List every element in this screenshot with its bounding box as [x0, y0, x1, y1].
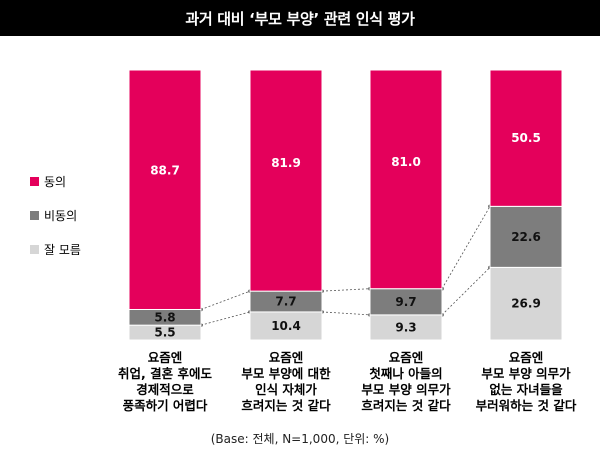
data-label-dont_know: 5.5 — [154, 326, 175, 340]
legend-swatch-disagree — [30, 211, 39, 220]
bar-segment-agree — [128, 69, 202, 310]
data-label-dont_know: 10.4 — [271, 319, 301, 333]
chart-title: 과거 대비 ‘부모 부양’ 관련 인식 평가 — [0, 0, 600, 36]
bar-segment-disagree — [369, 288, 443, 316]
data-label-agree: 81.9 — [271, 156, 301, 170]
legend-label-agree: 동의 — [44, 175, 66, 189]
legend-label-dont_know: 잘 모름 — [44, 243, 81, 257]
data-label-agree: 81.0 — [391, 155, 421, 169]
category-label-line: 요즘엔 — [509, 350, 544, 365]
category-label-line: 부모 부양 의무가 — [361, 382, 451, 397]
bar-segment-dont_know — [249, 311, 323, 341]
bar-segment-agree — [489, 69, 563, 207]
legend-swatch-agree — [30, 177, 39, 186]
category-label-line: 없는 자녀들을 — [489, 382, 563, 397]
connector-lines — [199, 204, 492, 327]
category-label-line: 부모 부양에 대한 — [241, 366, 331, 381]
connector-line — [441, 206, 491, 289]
data-label-disagree: 22.6 — [511, 230, 541, 244]
data-label-dont_know: 26.9 — [511, 297, 541, 311]
bar-segment-disagree — [489, 205, 563, 268]
connector-line — [321, 311, 371, 316]
category-label-line: 취업, 결혼 후에도 — [118, 366, 212, 381]
data-label-disagree: 9.7 — [395, 295, 416, 309]
connector-line — [321, 288, 371, 292]
data-label-dont_know: 9.3 — [395, 320, 416, 334]
bar-group: 5.5 5.8 88.7 10.4 7.7 81.9 9.3 9.7 81.0 26.9 22.6 5… — [128, 69, 563, 341]
category-label-line: 부러워하는 것 같다 — [476, 398, 577, 413]
category-label-line: 흐려지는 것 같다 — [361, 398, 451, 413]
connector-line — [200, 290, 251, 310]
bar-segment-dont_know — [369, 314, 443, 341]
legend-label-disagree: 비동의 — [44, 209, 77, 223]
legend-swatch-dont_know — [30, 245, 39, 254]
footnote: (Base: 전체, N=1,000, 단위: %) — [210, 432, 390, 446]
category-label-line: 첫째나 아들의 — [369, 366, 442, 381]
category-label-line: 인식 자체가 — [255, 382, 317, 397]
category-label-line: 흐려지는 것 같다 — [241, 398, 331, 413]
category-label-line: 요즘엔 — [269, 350, 304, 365]
data-label-disagree: 7.7 — [275, 295, 296, 309]
bar-segment-agree — [369, 69, 443, 290]
connector-line — [441, 267, 491, 316]
connector-line — [200, 311, 251, 326]
data-label-disagree: 5.8 — [154, 310, 175, 324]
category-label-line: 풍족하기 어렵다 — [123, 398, 208, 413]
category-label-line: 요즘엔 — [148, 350, 183, 365]
data-label-agree: 50.5 — [511, 131, 541, 145]
bar-segment-agree — [249, 69, 323, 292]
category-label-line: 경제적으로 — [136, 382, 194, 397]
category-label-line: 부모 부양 의무가 — [481, 366, 571, 381]
data-label-agree: 88.7 — [150, 164, 180, 178]
category-label-line: 요즘엔 — [389, 350, 424, 365]
